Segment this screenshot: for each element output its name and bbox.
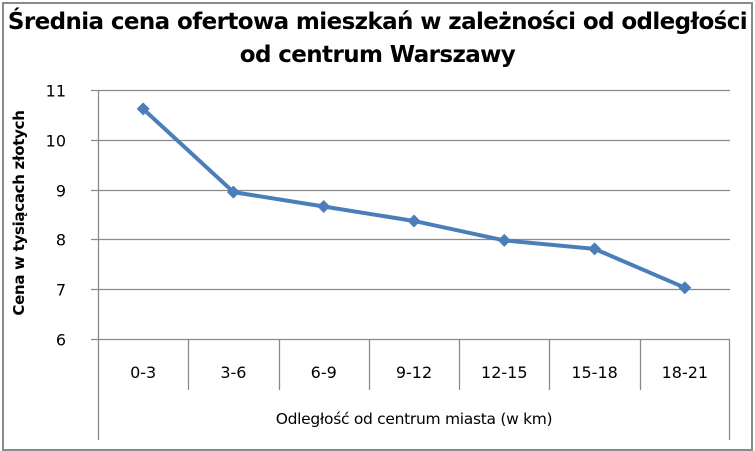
chart-title: Średnia cena ofertowa mieszkań w zależno… [0, 6, 755, 72]
y-tick-label: 9 [56, 182, 66, 201]
x-category-label: 3-6 [220, 363, 246, 382]
x-category-label: 6-9 [311, 363, 337, 382]
diamond-marker-icon [317, 200, 331, 214]
diamond-marker-icon [136, 102, 150, 116]
data-series-line [136, 102, 692, 295]
series-line [141, 107, 686, 290]
chart-title-line-2: od centrum Warszawy [239, 42, 516, 68]
y-tick-label: 7 [56, 281, 66, 300]
y-tick-label: 6 [56, 331, 66, 350]
y-tick-label: 8 [56, 231, 66, 250]
diamond-marker-icon [678, 281, 692, 295]
diamond-marker-icon [226, 185, 240, 199]
x-category-label: 15-18 [571, 363, 618, 382]
diamond-marker-icon [497, 233, 511, 247]
chart-title-line-1: Średnia cena ofertowa mieszkań w zależno… [7, 9, 748, 35]
gridlines [91, 89, 730, 440]
y-tick-label: 10 [46, 132, 66, 151]
y-tick-label: 11 [46, 82, 66, 101]
y-axis-ticks: 6 7 8 9 10 11 [46, 82, 66, 350]
diamond-marker-icon [588, 242, 602, 256]
x-category-label: 12-15 [481, 363, 528, 382]
diamond-marker-icon [407, 214, 421, 228]
x-axis-label: Odległość od centrum miasta (w km) [275, 410, 553, 428]
x-category-label: 0-3 [130, 363, 156, 382]
x-category-label: 18-21 [662, 363, 709, 382]
x-category-label: 9-12 [396, 363, 432, 382]
x-axis-category-table: 0-3 3-6 6-9 9-12 12-15 15-18 18-21 [130, 339, 731, 440]
